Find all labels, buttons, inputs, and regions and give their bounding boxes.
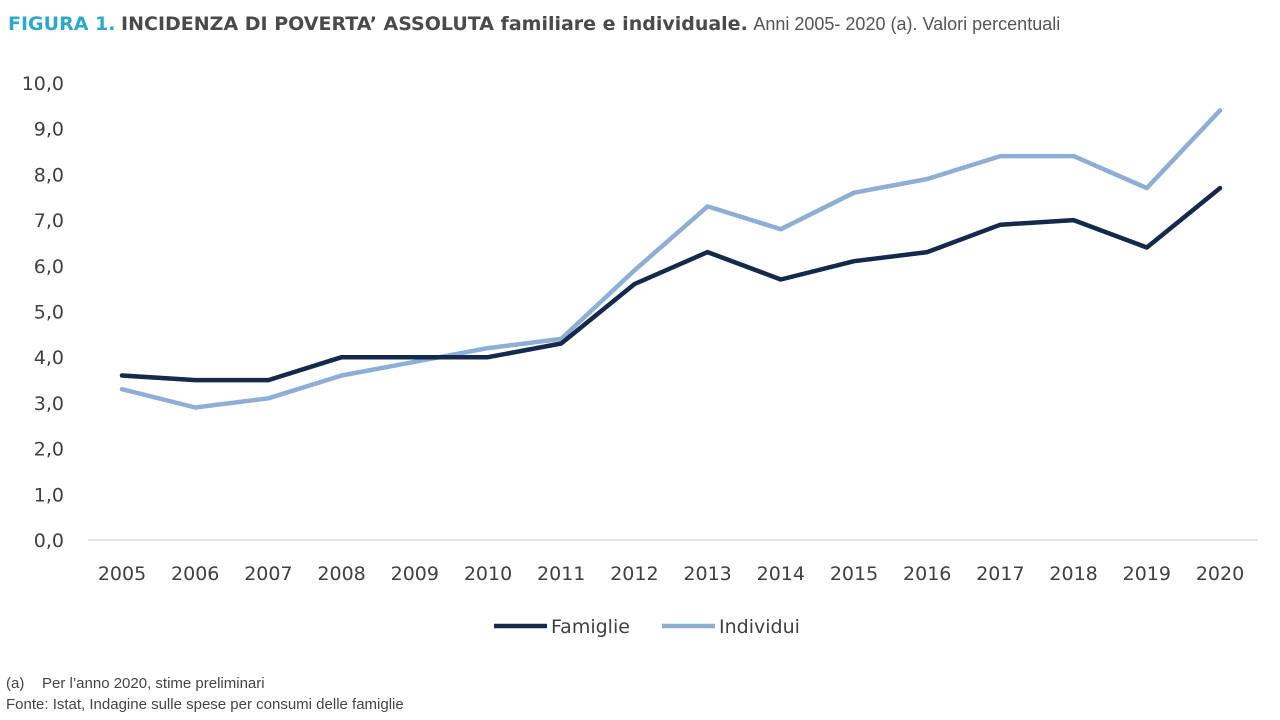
x-tick-label: 2011 xyxy=(537,563,585,585)
legend-label-famiglie: Famiglie xyxy=(551,616,630,638)
series-line-individui xyxy=(119,108,1223,410)
y-tick-label: 0,0 xyxy=(34,530,64,552)
footnotes: (a) Per l’anno 2020, stime preliminari Fo… xyxy=(6,673,404,715)
y-tick-label: 8,0 xyxy=(34,164,64,186)
x-tick-label: 2009 xyxy=(391,563,439,585)
x-tick-label: 2010 xyxy=(464,563,512,585)
x-tick-label: 2018 xyxy=(1049,563,1097,585)
y-tick-label: 6,0 xyxy=(34,256,64,278)
x-tick-label: 2012 xyxy=(610,563,658,585)
x-tick-label: 2020 xyxy=(1196,563,1244,585)
x-tick-label: 2013 xyxy=(683,563,731,585)
y-tick-label: 10,0 xyxy=(22,73,64,95)
source-note: Fonte: Istat, Indagine sulle spese per c… xyxy=(6,696,404,713)
footnote-marker: (a) xyxy=(6,675,25,692)
x-tick-label: 2016 xyxy=(903,563,951,585)
x-tick-label: 2019 xyxy=(1123,563,1171,585)
y-tick-label: 4,0 xyxy=(34,347,64,369)
y-tick-label: 5,0 xyxy=(34,302,64,324)
figure-label: FIGURA 1. xyxy=(8,13,116,35)
y-tick-label: 1,0 xyxy=(34,484,64,506)
x-tick-label: 2007 xyxy=(244,563,292,585)
series-line-famiglie xyxy=(119,185,1223,383)
footnote-text: Per l’anno 2020, stime preliminari xyxy=(42,675,265,692)
y-tick-label: 9,0 xyxy=(34,119,64,141)
figure-main-title: INCIDENZA DI POVERTA’ ASSOLUTA familiare… xyxy=(121,13,748,35)
x-tick-label: 2006 xyxy=(171,563,219,585)
y-tick-label: 3,0 xyxy=(34,393,64,415)
legend-label-individui: Individui xyxy=(719,616,800,638)
footnote-a: (a) Per l’anno 2020, stime preliminari xyxy=(6,673,404,694)
figure-subtitle: Anni 2005- 2020 (a). Valori percentuali xyxy=(753,14,1061,34)
x-tick-label: 2017 xyxy=(976,563,1024,585)
line-chart: 0,0 1,0 2,0 3,0 4,0 5,0 6,0 7,0 8,0 9,0 10,0 2005 20… xyxy=(22,73,1258,638)
y-tick-label: 7,0 xyxy=(34,210,64,232)
y-tick-label: 2,0 xyxy=(34,439,64,461)
x-tick-label: 2014 xyxy=(757,563,805,585)
x-tick-label: 2008 xyxy=(317,563,365,585)
figure-title: FIGURA 1. INCIDENZA DI POVERTA’ ASSOLUTA… xyxy=(8,10,1060,38)
x-tick-label: 2005 xyxy=(98,563,146,585)
x-tick-label: 2015 xyxy=(830,563,878,585)
